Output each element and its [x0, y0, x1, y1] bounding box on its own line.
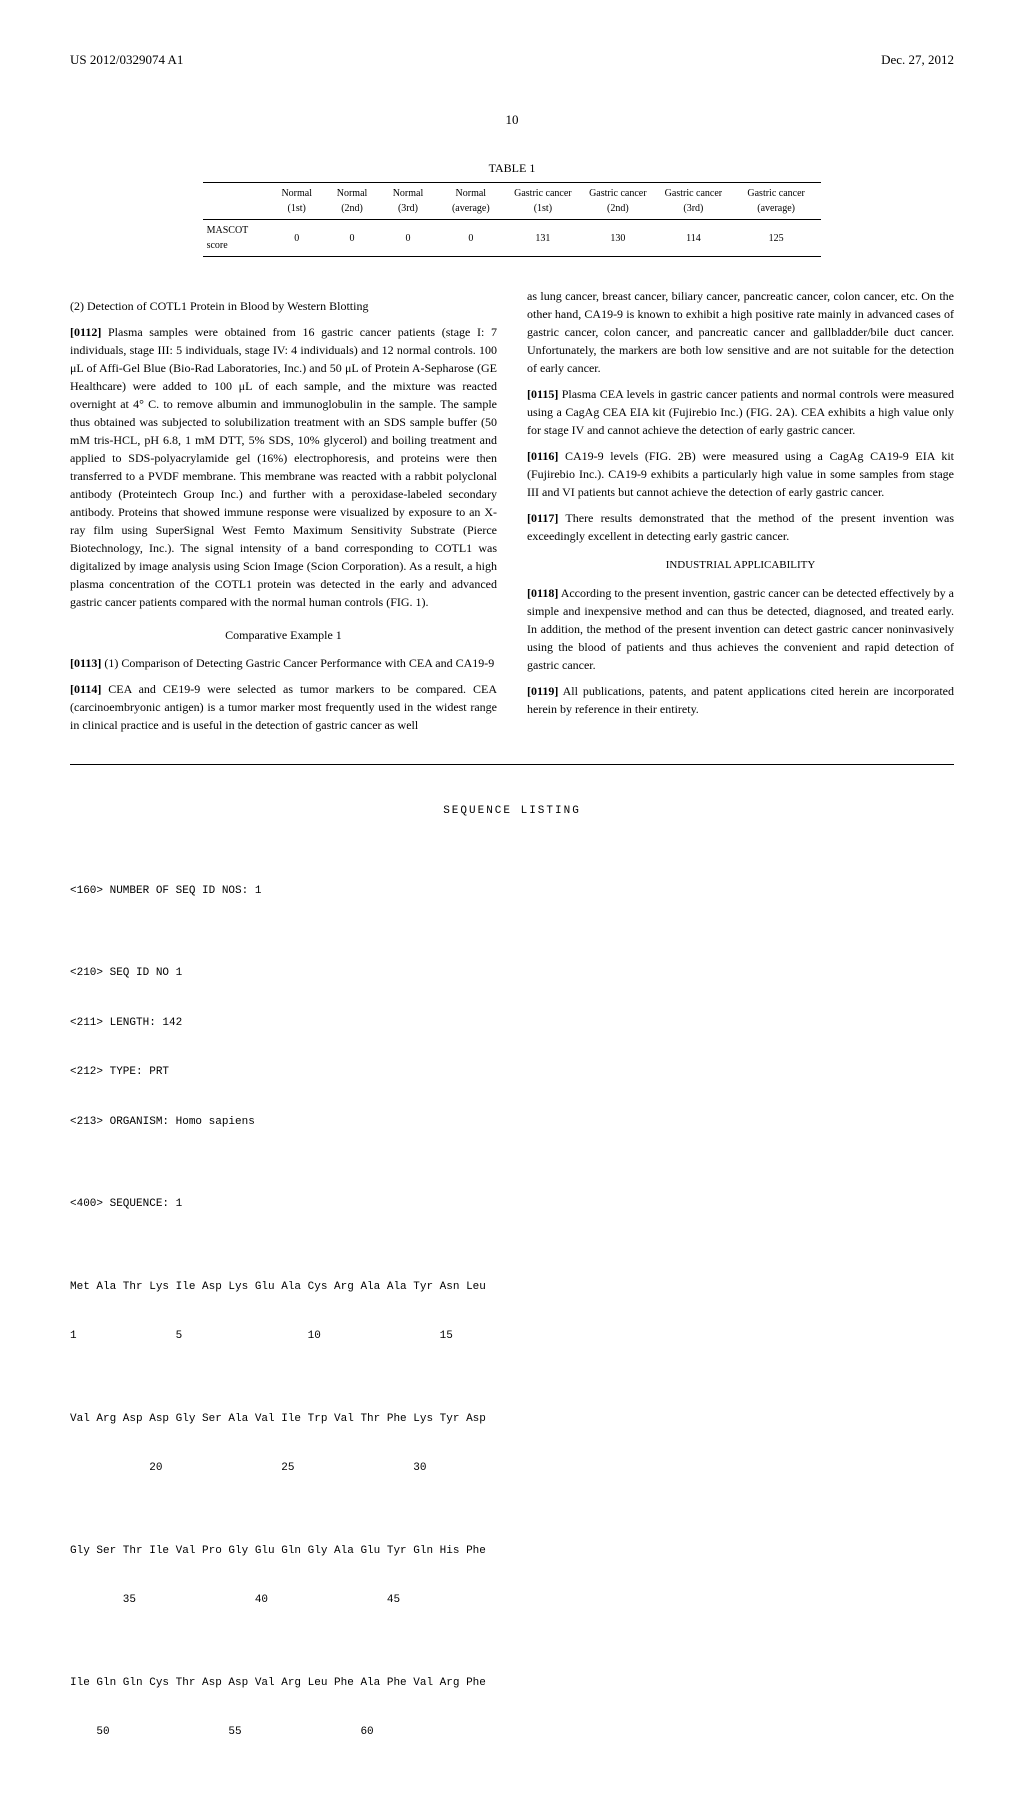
para-0118: [0118] According to the present inventio… [527, 584, 954, 674]
para-num: [0113] [70, 656, 101, 670]
table-1: TABLE 1 Normal (1st) Normal (2nd) Normal… [203, 159, 822, 257]
para-text: CEA and CE19-9 were selected as tumor ma… [70, 682, 497, 732]
seq-aa: Gly Ser Thr Ile Val Pro Gly Glu Gln Gly … [70, 1543, 954, 1560]
para-0114: [0114] CEA and CE19-9 were selected as t… [70, 680, 497, 734]
col-h: Normal (3rd) [380, 183, 435, 220]
table-data-row: MASCOT score 0 0 0 0 131 130 114 125 [203, 220, 822, 257]
seq-line: <160> NUMBER OF SEQ ID NOS: 1 [70, 883, 954, 900]
para-text: According to the present invention, gast… [527, 586, 954, 672]
seq-num: 35 40 45 [70, 1592, 954, 1609]
cell: 0 [324, 220, 381, 257]
page-number: 10 [70, 110, 954, 130]
para-num: [0118] [527, 586, 558, 600]
para-num: [0117] [527, 511, 558, 525]
para-text: All publications, patents, and patent ap… [527, 684, 954, 716]
industrial-applicability-title: INDUSTRIAL APPLICABILITY [527, 557, 954, 574]
para-text: Plasma samples were obtained from 16 gas… [70, 325, 497, 609]
seq-line: <210> SEQ ID NO 1 [70, 965, 954, 982]
col-h: Normal (2nd) [324, 183, 381, 220]
cell: 0 [270, 220, 324, 257]
seq-line: <212> TYPE: PRT [70, 1064, 954, 1081]
table-header-row: Normal (1st) Normal (2nd) Normal (3rd) N… [203, 183, 822, 220]
cell: 130 [580, 220, 656, 257]
para-num: [0115] [527, 387, 558, 401]
para-text: CA19-9 levels (FIG. 2B) were measured us… [527, 449, 954, 499]
para-num: [0119] [527, 684, 558, 698]
seq-line: <400> SEQUENCE: 1 [70, 1196, 954, 1213]
cell: 114 [656, 220, 731, 257]
seq-aa: Ile Gln Gln Cys Thr Asp Asp Val Arg Leu … [70, 1675, 954, 1692]
para-text: There results demonstrated that the meth… [527, 511, 954, 543]
publication-date: Dec. 27, 2012 [881, 50, 954, 70]
row-label: MASCOT score [203, 220, 270, 257]
para-0117: [0117] There results demonstrated that t… [527, 509, 954, 545]
para-text: Plasma CEA levels in gastric cancer pati… [527, 387, 954, 437]
col-h: Gastric cancer (1st) [506, 183, 580, 220]
mascot-table: Normal (1st) Normal (2nd) Normal (3rd) N… [203, 182, 822, 257]
para-0112: [0112] Plasma samples were obtained from… [70, 323, 497, 611]
para-num: [0114] [70, 682, 101, 696]
col-h: Gastric cancer (2nd) [580, 183, 656, 220]
seq-title: SEQUENCE LISTING [70, 803, 954, 820]
para-0113: [0113] (1) Comparison of Detecting Gastr… [70, 654, 497, 672]
publication-number: US 2012/0329074 A1 [70, 50, 183, 70]
section-2-title: (2) Detection of COTL1 Protein in Blood … [70, 297, 497, 315]
seq-num: 20 25 30 [70, 1460, 954, 1477]
cell: 125 [731, 220, 822, 257]
seq-aa: Met Ala Thr Lys Ile Asp Lys Glu Ala Cys … [70, 1279, 954, 1296]
page-header: US 2012/0329074 A1 Dec. 27, 2012 [70, 50, 954, 70]
col-blank [203, 183, 270, 220]
col-h: Gastric cancer (average) [731, 183, 822, 220]
seq-line: <211> LENGTH: 142 [70, 1015, 954, 1032]
body-columns: (2) Detection of COTL1 Protein in Blood … [70, 287, 954, 734]
para-0115: [0115] Plasma CEA levels in gastric canc… [527, 385, 954, 439]
cell: 131 [506, 220, 580, 257]
para-cont: as lung cancer, breast cancer, biliary c… [527, 287, 954, 377]
seq-num: 50 55 60 [70, 1724, 954, 1741]
seq-line: <213> ORGANISM: Homo sapiens [70, 1114, 954, 1131]
col-h: Normal (1st) [270, 183, 324, 220]
cell: 0 [436, 220, 506, 257]
col-h: Gastric cancer (3rd) [656, 183, 731, 220]
para-text: (1) Comparison of Detecting Gastric Canc… [104, 656, 494, 670]
sequence-listing: SEQUENCE LISTING <160> NUMBER OF SEQ ID … [70, 764, 954, 1757]
seq-num: 1 5 10 15 [70, 1328, 954, 1345]
para-0119: [0119] All publications, patents, and pa… [527, 682, 954, 718]
cell: 0 [380, 220, 435, 257]
comparative-example-title: Comparative Example 1 [70, 626, 497, 644]
para-0116: [0116] CA19-9 levels (FIG. 2B) were meas… [527, 447, 954, 501]
table-caption: TABLE 1 [203, 159, 822, 177]
seq-aa: Val Arg Asp Asp Gly Ser Ala Val Ile Trp … [70, 1411, 954, 1428]
para-num: [0116] [527, 449, 558, 463]
para-num: [0112] [70, 325, 101, 339]
col-h: Normal (average) [436, 183, 506, 220]
